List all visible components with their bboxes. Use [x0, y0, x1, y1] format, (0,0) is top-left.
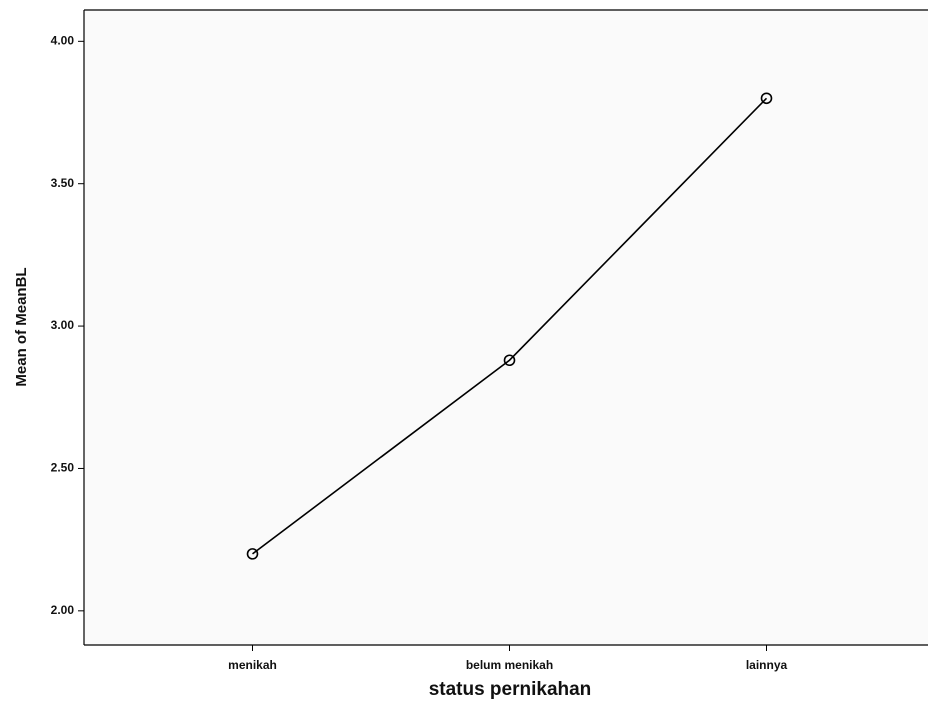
- chart: status pernikahan Mean of MeanBL 2.00 2.5…: [0, 0, 928, 704]
- x-axis-label: status pernikahan: [429, 679, 592, 700]
- plot-area: [84, 10, 928, 645]
- x-tick-label: lainnya: [746, 658, 788, 672]
- y-tick-label: 3.50: [51, 176, 75, 190]
- y-tick-label: 2.50: [51, 461, 75, 475]
- y-tick-label: 4.00: [51, 33, 75, 47]
- y-tick-label: 2.00: [51, 603, 75, 617]
- y-axis-label: Mean of MeanBL: [13, 267, 30, 386]
- x-tick-label: menikah: [228, 658, 277, 672]
- y-tick-label: 3.00: [51, 318, 75, 332]
- x-tick-label: belum menikah: [466, 658, 553, 672]
